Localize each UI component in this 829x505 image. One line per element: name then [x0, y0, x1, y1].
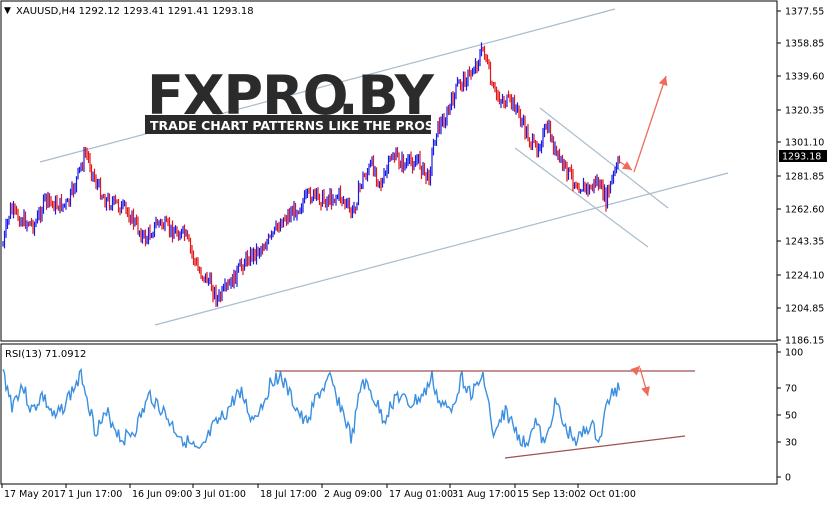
rsi-tick-label: 50 [785, 411, 797, 422]
time-tick-label: 15 Sep 13:00 [517, 489, 580, 500]
channel-line [539, 107, 669, 209]
rsi-line [2, 367, 621, 449]
price-tick-label: 1243.35 [785, 237, 824, 248]
channel-line [39, 8, 616, 163]
rsi-arrow-down-head [641, 386, 650, 396]
fxpro-logo: FXPRO .BY TRADE CHART PATTERNS LIKE THE … [145, 64, 436, 134]
price-tick-label: 1262.60 [785, 205, 824, 216]
channel-line [154, 172, 729, 326]
rsi-trend-lines [275, 370, 695, 459]
time-tick-label: 17 Aug 01:00 [389, 489, 453, 500]
forecast-arrows [619, 75, 668, 397]
rsi-tick-label: 30 [785, 438, 797, 449]
rsi-axis: 100 70 50 30 0 [777, 348, 803, 484]
rsi-tick-label: 100 [785, 348, 803, 359]
rsi-polyline [2, 367, 621, 449]
price-arrow-up-shaft [633, 75, 667, 173]
price-axis: 1377.55 1358.85 1339.60 1320.35 1301.10 1281.… [777, 7, 824, 347]
price-tick-label: 1377.55 [785, 7, 824, 18]
time-tick-label: 1 Jun 17:00 [68, 489, 122, 500]
rsi-tick-label: 0 [785, 473, 791, 484]
logo-tagline-bar [145, 115, 431, 134]
time-tick-label: 16 Jun 09:00 [132, 489, 192, 500]
price-tick-label: 1301.10 [785, 138, 824, 149]
channel-lines [39, 8, 729, 326]
price-tag: 1293.18 [782, 152, 821, 163]
price-header: XAUUSD,H4 1292.12 1293.41 1291.41 1293.1… [16, 6, 254, 17]
channel-line [514, 147, 649, 248]
time-tick-label: 2 Aug 09:00 [324, 489, 382, 500]
price-tick-label: 1320.35 [785, 106, 824, 117]
price-tick-label: 1339.60 [785, 72, 824, 83]
price-tick-label: 1224.10 [785, 271, 824, 282]
price-arrow-up-head [658, 76, 668, 86]
rsi-arrow-up-head [630, 366, 640, 376]
price-tag-bg [779, 150, 827, 162]
time-tick-label: 18 Jul 17:00 [260, 489, 317, 500]
price-bars [2, 42, 621, 308]
price-tick-label: 1186.15 [785, 336, 824, 347]
time-tick-label: 31 Aug 17:00 [452, 489, 516, 500]
logo-tagline: TRADE CHART PATTERNS LIKE THE PROS [150, 118, 434, 133]
time-tick-label: 2 Oct 01:00 [580, 489, 636, 500]
time-tick-label: 17 May 2017 [4, 489, 66, 500]
price-tick-label: 1204.85 [785, 304, 824, 315]
price-tick-label: 1281.85 [785, 172, 824, 183]
price-arrow-down-head [622, 161, 632, 170]
price-tick-label: 1358.85 [785, 39, 824, 50]
rsi-header: RSI(13) 71.0912 [5, 349, 86, 360]
time-axis: 17 May 2017 1 Jun 17:00 16 Jun 09:00 3 Jul … [1, 484, 636, 500]
price-header-icon: ▼ [4, 6, 11, 16]
rsi-tick-label: 70 [785, 384, 797, 395]
rsi-trend-line [504, 435, 686, 459]
time-tick-label: 3 Jul 01:00 [195, 489, 246, 500]
